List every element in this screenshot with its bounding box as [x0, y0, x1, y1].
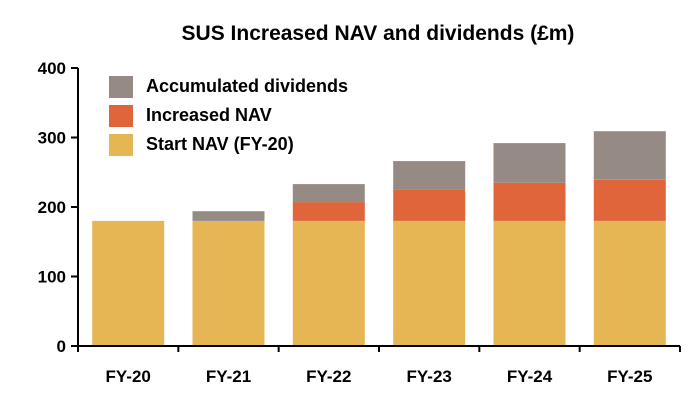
legend-label: Start NAV (FY-20)	[146, 134, 294, 154]
bar-fy-25-series-2	[593, 131, 666, 180]
bar-fy-21-series-2	[192, 211, 265, 221]
x-tick-label: FY-23	[407, 367, 452, 386]
legend-swatch	[109, 134, 133, 156]
bar-fy-23-series-2	[393, 161, 466, 190]
y-tick-label: 100	[38, 268, 66, 287]
bar-fy-21-series-0	[192, 220, 265, 346]
y-tick-label: 200	[38, 198, 66, 217]
bar-fy-24-series-1	[493, 182, 566, 221]
bar-fy-24-series-0	[493, 220, 566, 346]
bar-fy-20-series-0	[92, 220, 165, 346]
y-tick-label: 300	[38, 129, 66, 148]
bar-fy-24-series-2	[493, 143, 566, 183]
legend-label: Accumulated dividends	[146, 76, 348, 96]
x-tick-label: FY-20	[106, 367, 151, 386]
bar-fy-25-series-0	[593, 220, 666, 346]
axes-layer: FY-20 FY-21 FY-22 FY-23 FY-24 FY-25 0 100 200 300…	[38, 59, 681, 386]
legend-label: Increased NAV	[146, 105, 272, 125]
bar-fy-22-series-0	[292, 220, 365, 346]
chart-title: SUS Increased NAV and dividends (£m)	[182, 22, 575, 45]
legend: Accumulated dividends Increased NAV Start …	[109, 76, 348, 156]
x-tick-label: FY-25	[607, 367, 652, 386]
legend-swatch	[109, 76, 133, 98]
x-tick-label: FY-22	[306, 367, 351, 386]
y-tick-label: 0	[57, 337, 66, 356]
y-tick-label: 400	[38, 59, 66, 78]
legend-swatch	[109, 105, 133, 127]
bar-fy-23-series-0	[393, 220, 466, 346]
bars-layer	[92, 131, 666, 346]
bar-fy-23-series-1	[393, 189, 466, 221]
bar-fy-25-series-1	[593, 179, 666, 221]
bar-fy-22-series-1	[292, 202, 365, 221]
x-tick-label: FY-21	[206, 367, 251, 386]
bar-fy-22-series-2	[292, 184, 365, 203]
x-tick-label: FY-24	[507, 367, 553, 386]
